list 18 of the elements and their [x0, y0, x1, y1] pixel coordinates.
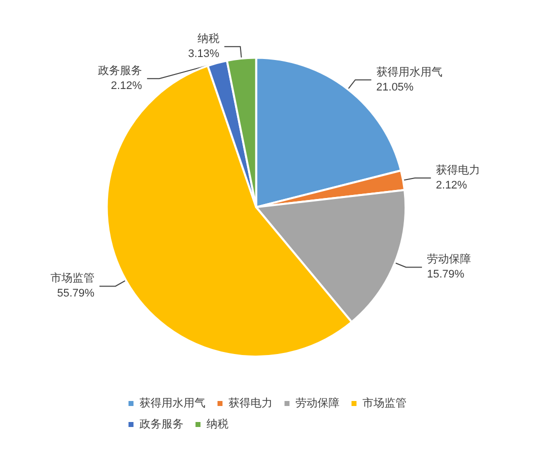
- legend-label: 获得电力: [228, 396, 272, 410]
- slice-label: 纳税: [197, 32, 220, 46]
- slice-label: 市场监管: [50, 272, 94, 285]
- legend-label: 纳税: [206, 418, 228, 430]
- legend-label: 政务服务: [140, 418, 184, 430]
- legend-label: 劳动保障: [296, 396, 340, 410]
- slice-label: 获得用水用气: [376, 65, 442, 78]
- slice-label: 获得电力: [436, 164, 480, 177]
- data-label: 15.79%: [426, 268, 464, 281]
- slice-label: 劳动保障: [426, 252, 471, 266]
- data-label: 55.79%: [57, 288, 95, 300]
- data-label: 21.05%: [376, 81, 414, 94]
- legend-label: 市场监管: [362, 396, 406, 410]
- data-label: 3.13%: [188, 48, 220, 60]
- slice-label: 政务服务: [98, 65, 142, 78]
- data-label: 2.12%: [110, 80, 142, 92]
- data-label: 2.12%: [436, 180, 468, 192]
- legend-label: 获得用水用气: [140, 396, 206, 410]
